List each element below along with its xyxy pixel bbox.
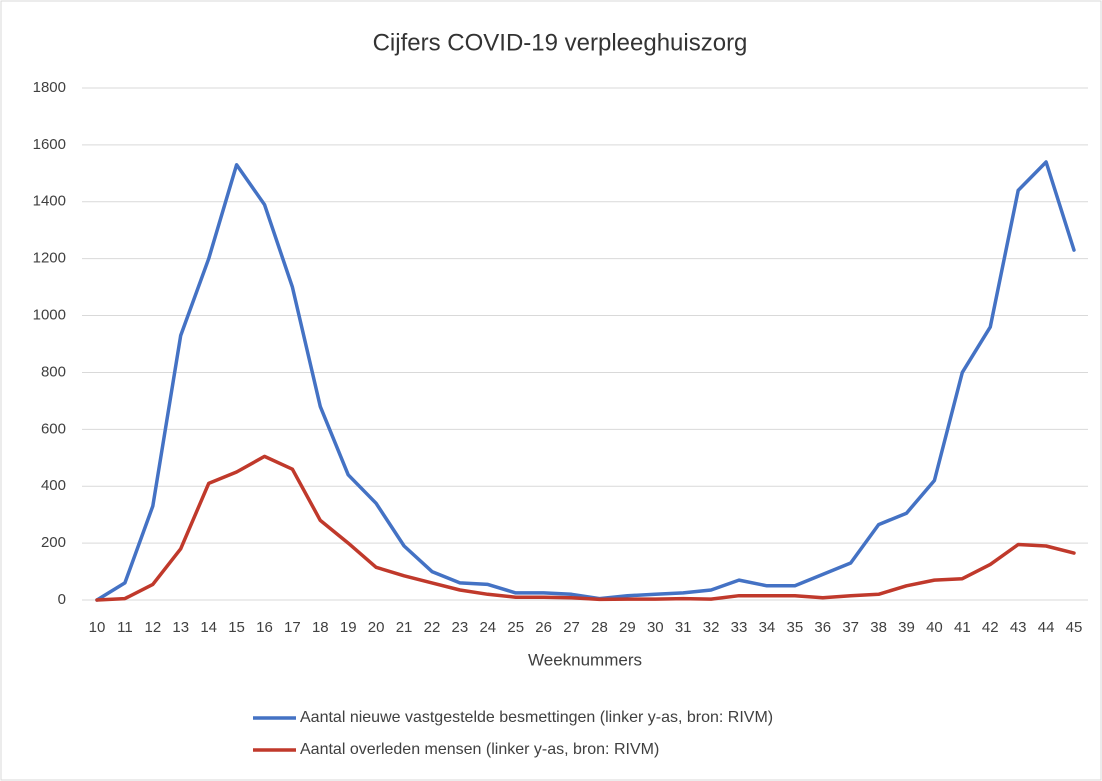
- x-tick-label: 26: [535, 619, 552, 636]
- x-tick-label: 12: [144, 619, 161, 636]
- x-tick-label: 11: [117, 619, 133, 636]
- x-tick-label: 22: [424, 619, 441, 636]
- data-line: [95, 160, 1076, 602]
- x-tick-label: 29: [619, 619, 636, 636]
- x-tick-label: 16: [256, 619, 273, 636]
- y-tick-label: 1800: [33, 79, 66, 96]
- data-line: [95, 454, 1076, 602]
- chart-title: Cijfers COVID-19 verpleeghuiszorg: [373, 29, 748, 56]
- x-tick-label: 35: [787, 619, 804, 636]
- x-tick-label: 30: [647, 619, 664, 636]
- x-tick-label: 42: [982, 619, 999, 636]
- x-tick-label: 18: [312, 619, 329, 636]
- x-tick-label: 38: [870, 619, 887, 636]
- x-tick-label: 24: [479, 619, 496, 636]
- y-tick-label: 600: [41, 420, 66, 437]
- x-tick-label: 39: [898, 619, 915, 636]
- x-tick-label: 31: [675, 619, 692, 636]
- y-tick-label: 1000: [33, 307, 66, 324]
- x-tick-label: 17: [284, 619, 301, 636]
- x-tick-label: 15: [228, 619, 245, 636]
- y-tick-label: 1600: [33, 136, 66, 153]
- x-tick-label: 21: [396, 619, 413, 636]
- y-tick-label: 1400: [33, 193, 66, 210]
- y-tick-label: 200: [41, 534, 66, 551]
- x-tick-label: 33: [731, 619, 748, 636]
- legend-text: Aantal overleden mensen (linker y-as, br…: [300, 741, 659, 758]
- x-tick-label: 41: [954, 619, 971, 636]
- x-tick-label: 36: [814, 619, 831, 636]
- x-tick-label: 14: [200, 619, 217, 636]
- y-tick-label: 0: [58, 591, 66, 608]
- y-tick-label: 1200: [33, 250, 66, 267]
- y-tick-label: 800: [41, 363, 66, 380]
- x-tick-label: 28: [591, 619, 608, 636]
- x-tick-label: 45: [1066, 619, 1083, 636]
- legend-text: Aantal nieuwe vastgestelde besmettingen …: [300, 709, 773, 726]
- x-tick-label: 27: [563, 619, 580, 636]
- x-tick-label: 23: [452, 619, 469, 636]
- x-axis-title: Weeknummers: [528, 650, 642, 669]
- x-tick-label: 13: [172, 619, 189, 636]
- x-tick-label: 40: [926, 619, 943, 636]
- x-tick-label: 43: [1010, 619, 1027, 636]
- x-tick-label: 20: [368, 619, 385, 636]
- x-tick-label: 19: [340, 619, 357, 636]
- x-tick-label: 44: [1038, 619, 1055, 636]
- y-tick-label: 400: [41, 477, 66, 494]
- x-tick-label: 37: [842, 619, 859, 636]
- x-tick-label: 10: [89, 619, 106, 636]
- x-tick-label: 25: [507, 619, 524, 636]
- x-tick-label: 34: [759, 619, 776, 636]
- x-tick-label: 32: [703, 619, 720, 636]
